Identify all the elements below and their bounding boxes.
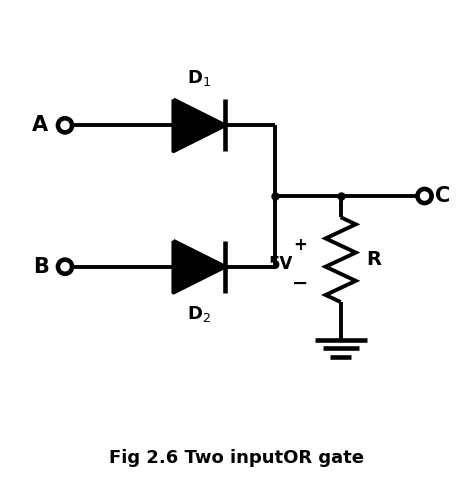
Text: −: − bbox=[292, 273, 309, 293]
Text: D$_1$: D$_1$ bbox=[187, 68, 211, 87]
Text: A: A bbox=[32, 115, 48, 136]
Text: Fig 2.6 Two inputOR gate: Fig 2.6 Two inputOR gate bbox=[109, 449, 365, 466]
Text: C: C bbox=[435, 186, 450, 206]
Text: B: B bbox=[33, 257, 48, 277]
Polygon shape bbox=[173, 99, 225, 151]
Polygon shape bbox=[173, 241, 225, 293]
Text: +: + bbox=[294, 237, 308, 254]
Text: 5V: 5V bbox=[269, 255, 293, 273]
Text: D$_2$: D$_2$ bbox=[187, 304, 211, 325]
Text: R: R bbox=[366, 250, 382, 269]
